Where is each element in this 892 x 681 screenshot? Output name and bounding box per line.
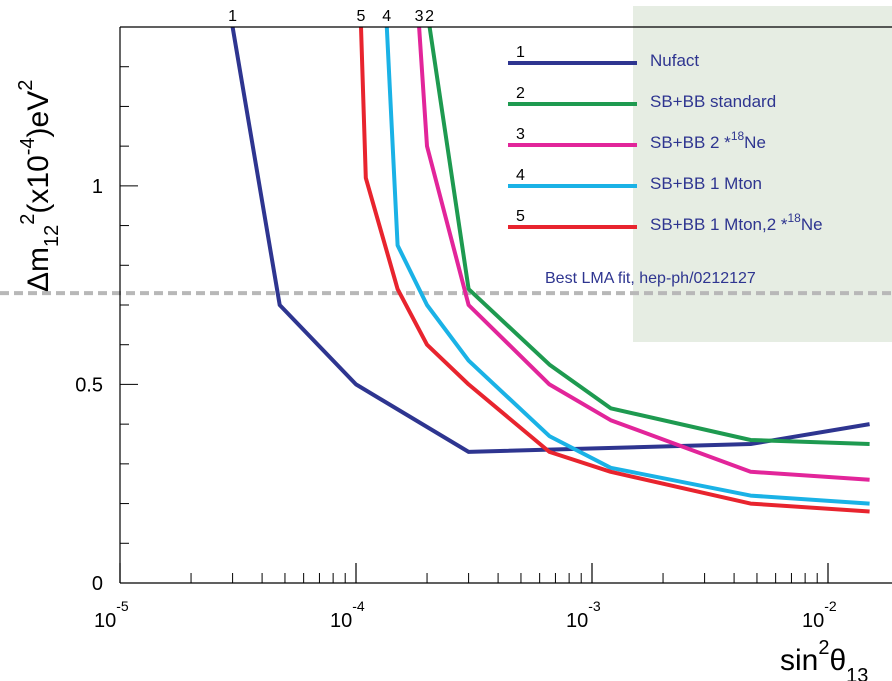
x-axis-title: sin2θ13: [780, 637, 868, 681]
x-tick-label-base: 10: [802, 610, 824, 632]
x-tick-label-exponent: -3: [588, 598, 601, 614]
series-line-3: [417, 27, 870, 482]
best-fit-reference-label: Best LMA fit, hep-ph/0212127: [545, 270, 756, 287]
x-tick-label: 10-5: [94, 598, 129, 632]
x-tick-label-base: 10: [566, 610, 588, 632]
y-axis-title: Δm122(x10-4)eV2: [15, 80, 63, 292]
legend-label-text: SB+BB standard: [650, 92, 776, 111]
x-axis-title-subscript: 13: [846, 665, 868, 681]
x-tick-label: 10-4: [330, 598, 365, 632]
legend-number-3: 3: [516, 126, 525, 143]
x-axis-title-greek: θ: [829, 644, 846, 677]
legend-label-1: Nufact: [650, 51, 699, 70]
legend-label-5: SB+BB 1 Mton,2 *18Ne: [650, 211, 823, 234]
legend-label-text: SB+BB 2 *: [650, 133, 731, 152]
y-tick-label: 0.5: [75, 374, 103, 396]
x-tick-label-base: 10: [94, 610, 116, 632]
x-tick-label-exponent: -5: [116, 598, 129, 614]
legend-number-1: 1: [516, 44, 525, 61]
legend-label-text: SB+BB 1 Mton,2 *: [650, 215, 788, 234]
y-axis-title-subscript: 12: [41, 225, 63, 247]
legend-number-5: 5: [516, 208, 525, 225]
curve-number-label-1: 1: [228, 8, 237, 25]
x-axis-title-superscript: 2: [818, 637, 829, 659]
y-axis-title-delta: Δm: [22, 247, 55, 292]
reference-line-group: Best LMA fit, hep-ph/0212127: [0, 270, 892, 296]
series-group: [230, 27, 870, 514]
x-tick-label: 10-2: [802, 598, 837, 632]
legend-label-superscript: 18: [731, 129, 745, 143]
x-tick-label-exponent: -4: [352, 598, 365, 614]
curve-number-label-4: 4: [382, 8, 391, 25]
x-tick-label-exponent: -2: [824, 598, 837, 614]
y-tick-label: 0: [92, 573, 103, 595]
legend-label-4: SB+BB 1 Mton: [650, 174, 762, 193]
x-tick-label: 10-3: [566, 598, 601, 632]
legend-number-2: 2: [516, 85, 525, 102]
legend-label-suffix: Ne: [801, 215, 823, 234]
legend-label-2: SB+BB standard: [650, 92, 776, 111]
legend-label-3: SB+BB 2 *18Ne: [650, 129, 766, 152]
curve-number-label-5: 5: [357, 8, 366, 25]
y-axis-title-open: (x10: [22, 155, 55, 213]
series-line-2: [427, 27, 870, 446]
y-tick-label: 1: [92, 176, 103, 198]
legend-label-text: Nufact: [650, 51, 699, 70]
curve-number-label-3: 3: [415, 8, 424, 25]
axes: 10-510-410-310-200.51: [75, 26, 892, 632]
legend-label-superscript: 18: [788, 211, 802, 225]
y-axis-title-superscript: 2: [17, 214, 39, 225]
curve-number-label-2: 2: [425, 8, 434, 25]
y-axis-title-unit: )eV: [22, 91, 55, 138]
series-line-5: [359, 27, 870, 514]
legend-label-text: SB+BB 1 Mton: [650, 174, 762, 193]
y-axis-title-unit-superscript: 2: [15, 80, 37, 91]
y-axis-title-exponent: -4: [17, 137, 39, 155]
legend-label-suffix: Ne: [744, 133, 766, 152]
series-line-4: [384, 27, 870, 506]
x-tick-label-base: 10: [330, 610, 352, 632]
legend-number-4: 4: [516, 167, 525, 184]
x-axis-title-base: sin: [780, 644, 818, 677]
legend-background: [633, 6, 892, 342]
